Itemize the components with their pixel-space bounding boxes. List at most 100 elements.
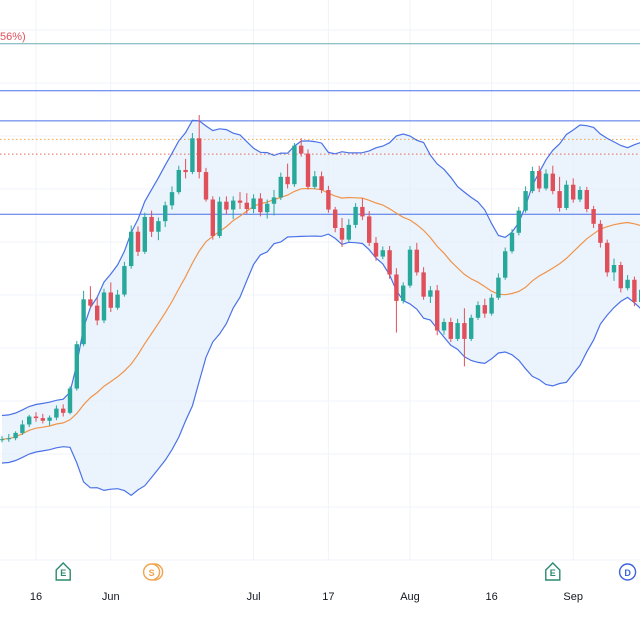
candle xyxy=(115,289,120,310)
earnings-icon xyxy=(55,562,71,581)
candle xyxy=(564,180,569,211)
candle-body xyxy=(122,266,127,295)
candle-body xyxy=(40,418,45,421)
candle-body xyxy=(319,176,324,191)
candle xyxy=(339,218,345,248)
candle xyxy=(455,318,460,342)
x-axis-tick-label: Aug xyxy=(400,591,420,603)
x-axis-tick-label: 16 xyxy=(30,591,42,603)
candle-body xyxy=(435,290,440,331)
candle xyxy=(33,412,39,422)
candle xyxy=(611,258,617,281)
candle-body xyxy=(101,292,107,321)
candle xyxy=(618,261,623,293)
candle xyxy=(88,286,93,309)
candle-body xyxy=(285,176,290,185)
event-marker: S xyxy=(142,563,164,581)
candle-body xyxy=(380,250,385,257)
candle-body xyxy=(108,292,113,308)
candle xyxy=(40,413,45,424)
candle xyxy=(475,301,481,320)
x-axis-tick-label: Jun xyxy=(102,591,120,603)
candle-body xyxy=(224,201,229,210)
candles xyxy=(0,115,640,443)
candle xyxy=(183,158,188,179)
candle xyxy=(156,217,161,241)
candle-body xyxy=(503,251,508,278)
candle-body xyxy=(81,299,86,345)
candle-body xyxy=(251,198,256,210)
candle xyxy=(20,420,25,436)
horizontal-levels xyxy=(0,43,640,215)
candle xyxy=(224,196,229,215)
candle xyxy=(333,206,338,233)
candle xyxy=(13,431,18,441)
candle xyxy=(74,341,79,391)
event-marker-letter: E xyxy=(60,568,66,578)
candle-body xyxy=(509,232,515,252)
candle-body xyxy=(564,184,569,208)
candle xyxy=(543,169,549,191)
candle-body xyxy=(516,210,521,233)
candle-body xyxy=(482,305,487,314)
candle xyxy=(6,433,11,442)
candle xyxy=(61,404,66,417)
candle-body xyxy=(441,322,447,331)
candle xyxy=(244,193,249,214)
candle xyxy=(353,203,358,229)
candle-body xyxy=(401,285,406,301)
candle-body xyxy=(156,221,161,232)
candle xyxy=(81,290,86,347)
candle-body xyxy=(115,294,120,308)
candle-body xyxy=(605,242,610,273)
candle xyxy=(373,237,379,261)
x-axis-tick-label: Jul xyxy=(247,591,261,603)
candle-body xyxy=(591,209,596,224)
candle xyxy=(550,165,555,195)
candle-body xyxy=(61,408,66,413)
candle xyxy=(632,276,637,307)
candle-body xyxy=(265,203,270,213)
candle xyxy=(360,198,365,221)
candle-body xyxy=(557,191,562,208)
candle-body xyxy=(618,264,623,289)
candle xyxy=(47,415,52,426)
candle xyxy=(557,176,562,212)
candle xyxy=(469,314,474,342)
bollinger-middle-line xyxy=(1,187,640,440)
candle xyxy=(448,317,453,343)
candle xyxy=(496,273,501,300)
candle xyxy=(537,165,542,193)
candle-body xyxy=(373,242,379,257)
candle xyxy=(605,239,610,277)
candle-body xyxy=(299,145,304,154)
candle xyxy=(67,386,73,415)
candle-body xyxy=(20,424,25,433)
candle-body xyxy=(244,202,249,210)
x-axis-tick-label: Sep xyxy=(563,591,583,603)
event-marker: E xyxy=(545,562,561,581)
x-axis-tick-label: 16 xyxy=(485,591,497,603)
candle xyxy=(217,196,222,239)
candle-body xyxy=(176,169,181,193)
candle xyxy=(108,282,113,312)
event-marker-letter: S xyxy=(149,568,155,578)
candle xyxy=(149,210,154,238)
candle-body xyxy=(258,198,263,213)
candle xyxy=(598,220,603,248)
candle-body xyxy=(197,138,202,173)
candle xyxy=(237,192,243,210)
bollinger-upper-line xyxy=(1,119,640,417)
candle-body xyxy=(571,184,576,200)
candle-body xyxy=(142,216,147,252)
candle-body xyxy=(149,216,154,232)
candle xyxy=(503,247,508,280)
candle xyxy=(197,115,202,179)
candle xyxy=(305,149,311,190)
candle xyxy=(394,268,399,333)
candle xyxy=(591,205,596,229)
candle xyxy=(265,199,270,219)
candle-body xyxy=(312,176,317,187)
